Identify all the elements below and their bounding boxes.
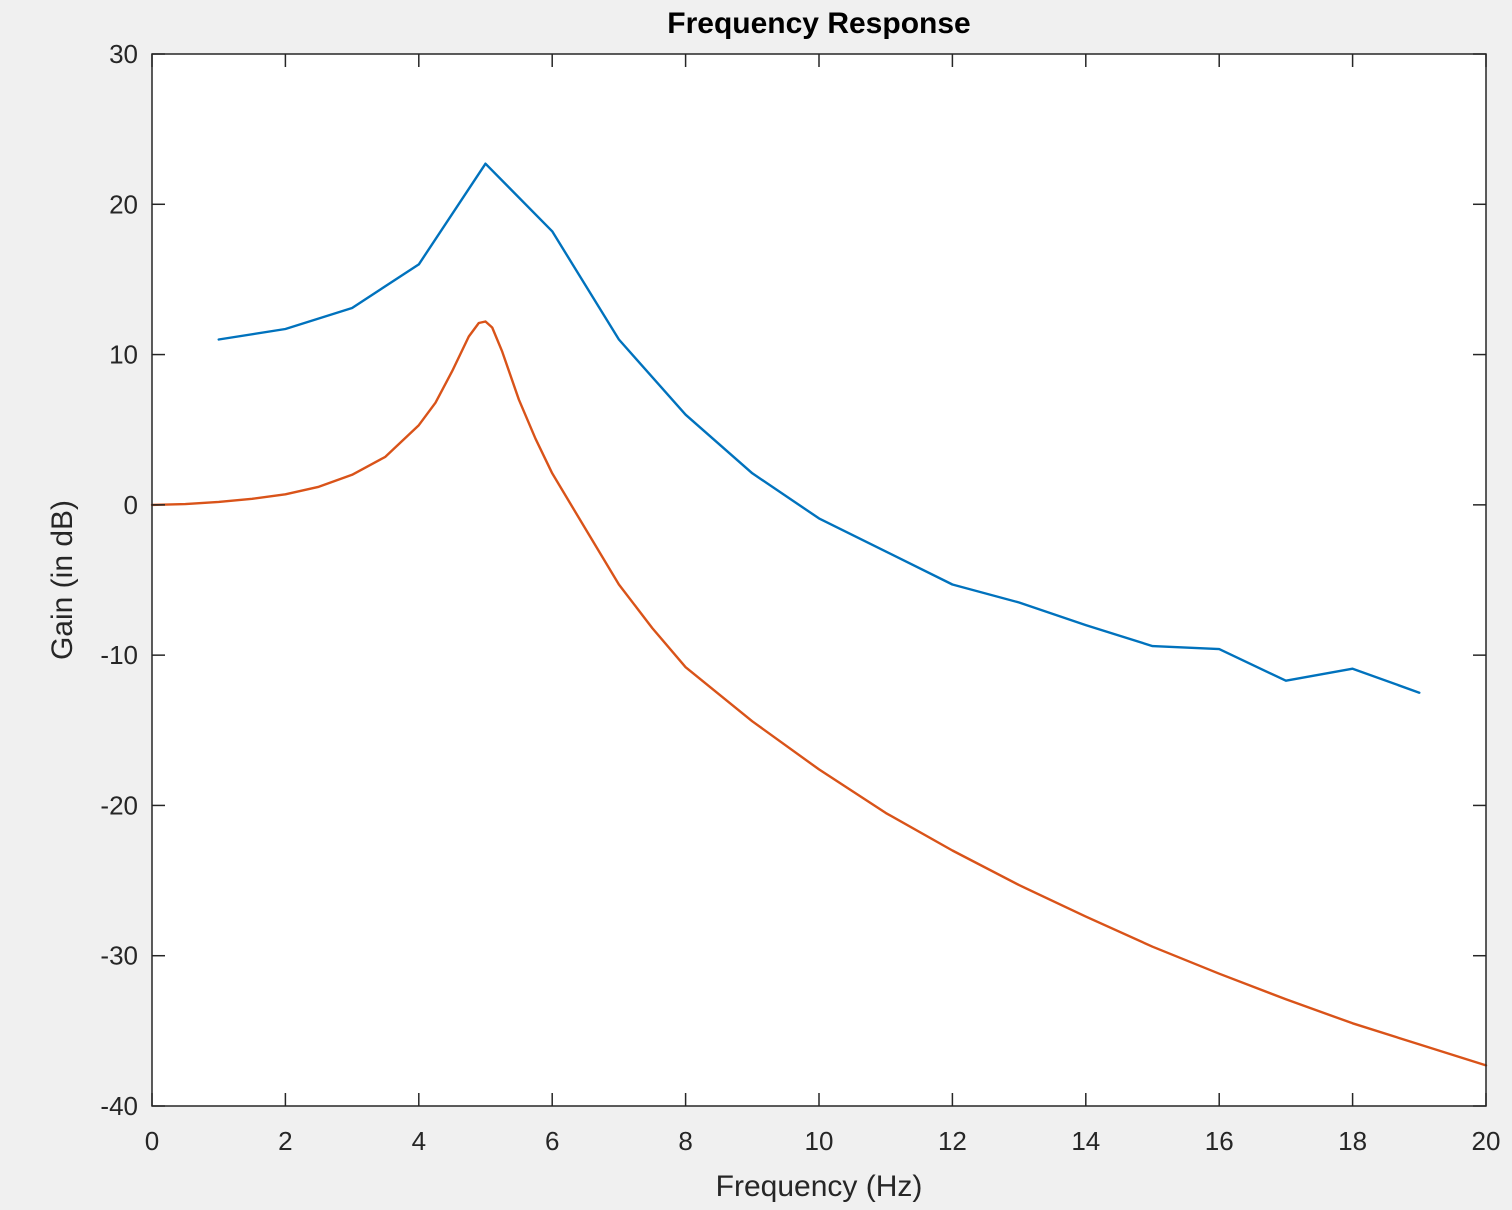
y-axis-label: Gain (in dB) (46, 500, 79, 660)
y-tick-label: -10 (100, 640, 138, 670)
x-tick-label: 20 (1472, 1126, 1501, 1156)
x-tick-label: 2 (278, 1126, 292, 1156)
y-tick-label: 10 (109, 340, 138, 370)
y-tick-label: -30 (100, 941, 138, 971)
y-tick-label: 0 (124, 490, 138, 520)
x-tick-label: 10 (805, 1126, 834, 1156)
x-tick-label: 16 (1205, 1126, 1234, 1156)
x-tick-label: 6 (545, 1126, 559, 1156)
x-tick-label: 12 (938, 1126, 967, 1156)
series-layer (150, 162, 1488, 1067)
x-tick-label: 8 (678, 1126, 692, 1156)
y-tick-label: -20 (100, 790, 138, 820)
x-axis-label: Frequency (Hz) (716, 1170, 923, 1203)
x-tick-label: 0 (145, 1126, 159, 1156)
y-tick-label: 30 (109, 39, 138, 69)
series-line-2 (150, 320, 1488, 1067)
y-tick-label: 20 (109, 189, 138, 219)
tick-labels-layer: 0 2 4 6 8 10 12 14 16 18 20 -40 -30 -20 -10 0 10 20 30 (100, 39, 1500, 1156)
x-tick-label: 14 (1071, 1126, 1100, 1156)
series-line-1 (217, 162, 1421, 694)
ticks-layer (151, 53, 1487, 1107)
x-tick-label: 18 (1338, 1126, 1367, 1156)
chart-title: Frequency Response (667, 7, 970, 40)
plot-area[interactable] (152, 54, 1486, 1106)
y-tick-label: -40 (100, 1091, 138, 1121)
x-tick-label: 4 (412, 1126, 426, 1156)
